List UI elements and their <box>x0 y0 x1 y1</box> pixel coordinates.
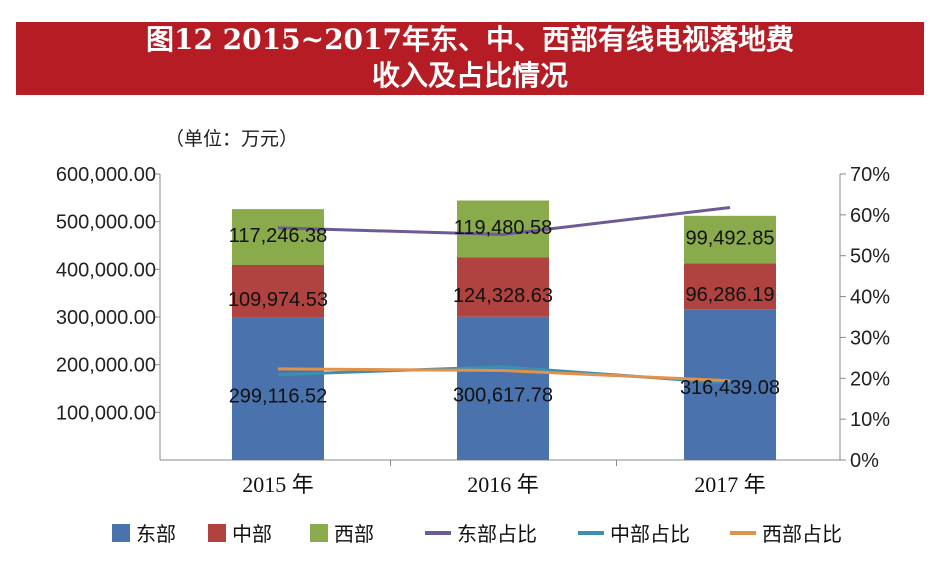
y-tick-label: 300,000.00 <box>56 307 156 329</box>
x-tick-label: 2016 年 <box>467 472 539 497</box>
bar-segment <box>457 257 549 317</box>
legend-swatch <box>310 524 328 542</box>
bar-segment <box>684 309 776 460</box>
data-label: 99,492.85 <box>686 228 775 250</box>
data-label: 117,246.38 <box>229 225 328 247</box>
legend-label: 西部 <box>334 522 374 546</box>
y-tick-label: 400,000.00 <box>56 259 156 281</box>
data-label: 96,286.19 <box>686 284 775 306</box>
bar-segment <box>232 264 324 318</box>
bar-segment <box>232 317 324 460</box>
y2-tick-label: 40% <box>850 287 890 309</box>
chart-title: 图12 2015~2017年东、中、西部有线电视落地费 <box>145 23 795 56</box>
legend-label: 西部占比 <box>762 522 842 546</box>
data-label: 316,439.08 <box>680 377 780 399</box>
y2-tick-label: 0% <box>850 450 879 472</box>
y-tick-label: 200,000.00 <box>56 355 156 377</box>
line-西部占比 <box>277 367 731 383</box>
data-label: 124,328.63 <box>453 285 553 307</box>
y2-tick-label: 20% <box>850 368 890 390</box>
chart-title-line2: 收入及占比情况 <box>371 59 568 92</box>
data-label: 300,617.78 <box>453 385 553 407</box>
y2-tick-label: 70% <box>850 164 890 186</box>
x-tick-label: 2015 年 <box>242 472 314 497</box>
bar-segment <box>457 316 549 460</box>
data-label: 299,116.52 <box>229 385 328 407</box>
y2-tick-label: 10% <box>850 409 890 431</box>
y2-tick-label: 60% <box>850 205 890 227</box>
legend-label: 中部占比 <box>610 522 690 546</box>
y2-tick-label: 30% <box>850 327 890 349</box>
legend-label: 中部 <box>232 522 272 546</box>
title-banner: 图12 2015~2017年东、中、西部有线电视落地费 收入及占比情况 <box>16 22 924 95</box>
data-label: 119,480.58 <box>454 217 553 239</box>
bar-segment <box>684 215 776 264</box>
y-tick-label: 100,000.00 <box>56 402 156 424</box>
line-东部占比 <box>277 206 731 236</box>
y-tick-label: 500,000.00 <box>56 212 156 234</box>
bar-segment <box>232 209 324 265</box>
data-label: 109,974.53 <box>228 289 328 311</box>
y-tick-label: 600,000.00 <box>56 164 156 186</box>
unit-label: （单位：万元） <box>165 128 299 150</box>
legend-label: 东部 <box>136 522 176 546</box>
x-tick-label: 2017 年 <box>694 472 766 497</box>
bar-segment <box>684 263 776 310</box>
bar-segment <box>457 200 549 258</box>
legend-swatch <box>208 524 226 542</box>
legend-swatch <box>112 524 130 542</box>
y2-tick-label: 50% <box>850 246 890 268</box>
legend-label: 东部占比 <box>457 522 537 546</box>
